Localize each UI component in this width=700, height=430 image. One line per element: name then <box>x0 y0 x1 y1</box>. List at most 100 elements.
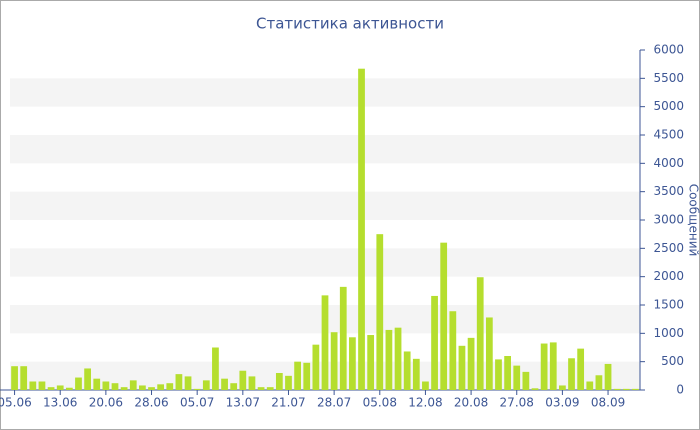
bar <box>212 347 219 390</box>
bar <box>56 385 64 390</box>
x-tick-label: 03.09 <box>545 396 579 410</box>
bar <box>476 277 484 390</box>
grid-stripe <box>10 248 640 277</box>
bar <box>65 387 73 390</box>
bar <box>248 376 256 390</box>
y-tick-label: 5500 <box>653 71 684 85</box>
bar <box>330 332 338 390</box>
bar <box>266 387 274 390</box>
x-tick-label: 28.06 <box>134 396 168 410</box>
bar <box>358 68 365 390</box>
bar <box>349 337 356 390</box>
bar <box>467 337 475 390</box>
bar <box>422 381 429 390</box>
bar <box>20 366 28 390</box>
x-tick-label: 20.06 <box>89 396 123 410</box>
bar <box>549 342 557 390</box>
bar <box>303 362 311 390</box>
bar <box>102 381 110 390</box>
bar <box>403 351 411 390</box>
bar <box>394 327 402 390</box>
bar <box>257 387 265 390</box>
bar <box>485 317 493 390</box>
bar <box>139 385 146 390</box>
x-tick-label: 13.06 <box>43 396 77 410</box>
y-tick-label: 4500 <box>653 128 684 142</box>
bar <box>275 373 283 390</box>
bar <box>221 378 228 390</box>
x-tick-label: 05.08 <box>363 396 397 410</box>
bar <box>531 388 539 390</box>
bar <box>321 295 329 390</box>
bar <box>339 286 347 390</box>
x-tick-label: 13.07 <box>226 396 260 410</box>
y-axis-label: Сообщений <box>687 184 700 257</box>
y-tick-label: 2000 <box>653 269 684 283</box>
chart-title: Статистика активности <box>256 15 444 33</box>
bar <box>230 383 238 390</box>
grid-stripe <box>10 78 640 107</box>
bar <box>604 363 612 390</box>
bar <box>29 381 37 390</box>
bar <box>449 311 457 390</box>
bar <box>84 368 91 390</box>
bar <box>540 343 548 390</box>
bar <box>458 345 466 390</box>
x-tick-label: 12.08 <box>408 396 442 410</box>
bar <box>193 388 201 390</box>
bar <box>431 295 438 390</box>
bar <box>440 242 448 390</box>
bar <box>202 380 210 390</box>
y-tick-label: 2500 <box>653 241 684 255</box>
x-tick-label: 08.09 <box>591 396 625 410</box>
bar <box>11 366 18 390</box>
x-tick-label: 21.07 <box>271 396 305 410</box>
x-tick-label: 27.08 <box>500 396 534 410</box>
grid-stripe <box>10 135 640 164</box>
bar <box>47 387 55 390</box>
bar <box>568 358 575 390</box>
bar <box>495 359 502 390</box>
bar <box>513 365 521 390</box>
x-tick-label: 28.07 <box>317 396 351 410</box>
bar <box>157 384 165 390</box>
y-tick-label: 6000 <box>653 43 684 57</box>
y-tick-label: 1000 <box>653 326 684 340</box>
bar <box>504 356 511 390</box>
y-tick-label: 1500 <box>653 298 684 312</box>
bar <box>120 387 128 390</box>
bar <box>93 378 101 390</box>
bar <box>595 375 603 390</box>
bar <box>166 383 174 390</box>
y-tick-label: 4000 <box>653 156 684 170</box>
bar <box>385 329 393 390</box>
x-tick-label: 05.07 <box>180 396 214 410</box>
bar <box>522 371 530 390</box>
bar <box>367 335 375 390</box>
y-tick-label: 3500 <box>653 184 684 198</box>
bar <box>632 388 639 390</box>
bar <box>285 375 292 390</box>
y-tick-label: 0 <box>676 383 684 397</box>
y-tick-label: 500 <box>661 354 684 368</box>
bar <box>75 377 82 390</box>
bar <box>613 388 621 390</box>
y-tick-label: 3000 <box>653 213 684 227</box>
bar <box>294 361 301 390</box>
bar <box>412 358 420 390</box>
bar <box>38 381 46 390</box>
bar <box>111 383 119 390</box>
bar <box>577 348 585 390</box>
x-tick-label: 05.06 <box>0 396 32 410</box>
bar <box>622 388 630 390</box>
grid-stripe <box>10 191 640 220</box>
bar <box>312 344 320 390</box>
x-tick-label: 20.08 <box>454 396 488 410</box>
bar <box>376 234 384 390</box>
bar <box>559 385 566 390</box>
bar <box>148 387 155 390</box>
y-tick-label: 5000 <box>653 99 684 113</box>
bar <box>129 380 137 390</box>
